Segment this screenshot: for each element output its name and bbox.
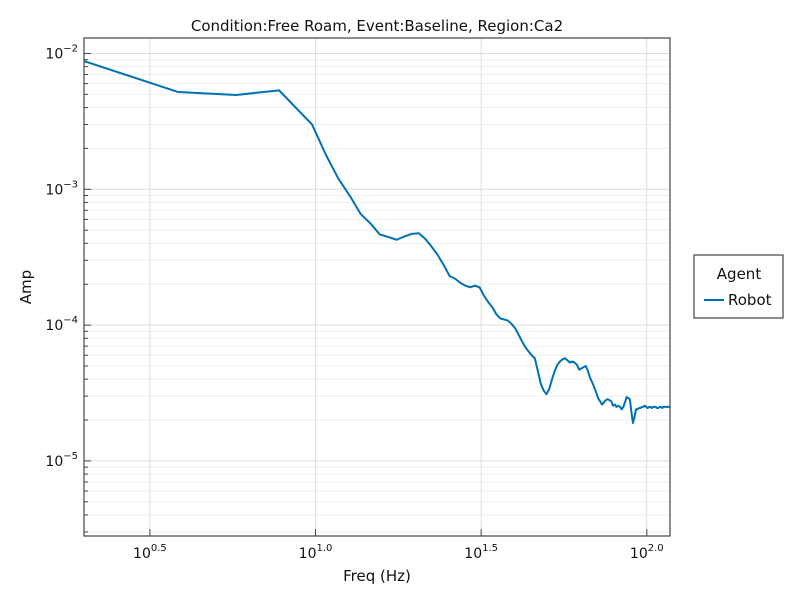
legend-title: Agent <box>717 265 762 283</box>
plot-frame <box>83 37 671 537</box>
y-tick-label: 10−4 <box>45 315 78 334</box>
series-line-robot <box>84 60 670 425</box>
legend: Agent Robot <box>693 254 784 319</box>
axis-ticks: 10−5 10−4 10−3 10−2 100.5 101.0 101.5 102.0 <box>45 43 663 562</box>
y-tick-label: 10−3 <box>45 179 78 198</box>
legend-box <box>693 254 784 319</box>
x-tick-label: 101.5 <box>464 543 498 562</box>
x-axis-label: Freq (Hz) <box>343 567 411 585</box>
series-layer <box>84 60 670 425</box>
x-tick-label: 102.0 <box>630 543 664 562</box>
y-tick-label: 10−2 <box>45 43 78 62</box>
x-tick-label: 100.5 <box>133 543 167 562</box>
legend-label-robot: Robot <box>728 291 772 309</box>
x-tick-label: 101.0 <box>299 543 333 562</box>
grid <box>84 38 670 536</box>
y-tick-label: 10−5 <box>45 451 78 470</box>
y-axis-label: Amp <box>17 270 35 304</box>
chart-title: Condition:Free Roam, Event:Baseline, Reg… <box>191 17 563 35</box>
